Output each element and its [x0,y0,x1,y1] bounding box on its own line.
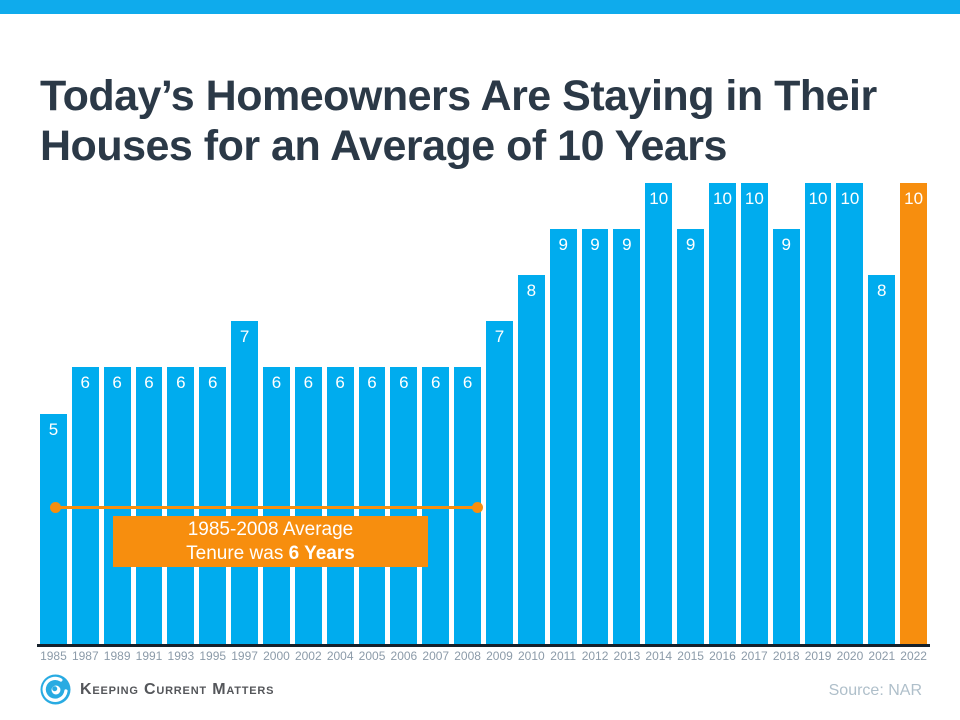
x-axis-label-2020: 2020 [836,649,864,663]
x-axis-label-1995: 1995 [199,649,227,663]
bar-2006: 6 [390,367,418,644]
x-axis-label-1987: 1987 [71,649,99,663]
bar-value-label: 9 [622,235,632,255]
top-accent-strip [0,0,960,14]
x-axis-label-2022: 2022 [900,649,927,663]
x-axis-label-2016: 2016 [709,649,736,663]
bar-value-label: 6 [80,373,91,393]
bar-2014: 10 [645,183,673,644]
bar-1991: 6 [135,367,163,644]
x-axis-label-1991: 1991 [135,649,163,663]
bar-value-label: 10 [808,189,828,208]
source-attribution: Source: NAR [828,682,922,699]
bar-value-label: 9 [781,235,791,255]
bar-value-label: 8 [526,281,537,301]
x-axis-label-2002: 2002 [294,649,322,663]
bar-2010: 8 [517,275,545,644]
x-axis-label-2015: 2015 [677,649,704,663]
x-axis-label-2000: 2000 [263,649,290,663]
page-title: Today’s Homeowners Are Staying in Their … [40,71,877,170]
bar-2005: 6 [358,367,386,644]
average-tenure-callout: 1985-2008 Average Tenure was 6 Years [113,516,428,567]
x-axis-labels: 1985 1987 1989 1991 1993 1995 1997 2000 2002 2004… [40,649,927,663]
bar-value-label: 6 [144,373,154,393]
bar-2020: 10 [836,183,864,644]
x-axis-label-2008: 2008 [454,649,481,663]
bar-2004: 6 [326,367,354,644]
x-axis-label-2007: 2007 [422,649,450,663]
bar-value-label: 7 [239,327,250,347]
callout-line2: Tenure was 6 Years [186,543,355,564]
x-axis-baseline [37,644,930,647]
bar-value-label: 10 [713,189,732,208]
bar-value-label: 9 [685,235,696,255]
bar-value-label: 6 [399,373,409,393]
bar-value-label: 6 [112,373,122,393]
bar-value-label: 9 [590,235,600,255]
bar-2007: 6 [422,367,450,644]
bars-row: 5 6 6 6 6 6 7 6 6 6 6 6 6 6 7 8 9 9 9 10 9 10 10 9 10 10 8 10 [40,183,928,644]
x-axis-label-2019: 2019 [804,649,832,663]
bar-value-label: 8 [877,281,887,301]
x-axis-label-2021: 2021 [868,649,896,663]
x-axis-label-2017: 2017 [740,649,768,663]
bar-value-label: 10 [904,189,924,208]
bar-value-label: 7 [494,327,505,347]
bar-2021: 8 [868,275,896,644]
x-axis-label-2006: 2006 [390,649,418,663]
bar-1997: 7 [231,321,259,644]
bar-2015: 9 [677,229,705,644]
bar-value-label: 6 [335,373,345,393]
x-axis-label-2010: 2010 [517,649,545,663]
x-axis-label-2005: 2005 [358,649,386,663]
bar-2018: 9 [772,229,800,644]
bar-1995: 6 [199,367,227,644]
bar-2002: 6 [294,367,322,644]
bar-value-label: 10 [744,189,764,208]
callout-line1: 1985-2008 Average [187,519,354,540]
bar-value-label: 10 [840,189,860,208]
x-axis-label-2018: 2018 [772,649,800,663]
bar-2011: 9 [549,229,577,644]
x-axis-label-2012: 2012 [581,649,609,663]
bar-1989: 6 [103,367,131,644]
bar-2009: 7 [486,321,513,644]
brand-logo: Keeping Current Matters [40,674,274,705]
x-axis-label-1997: 1997 [231,649,258,663]
x-axis-label-1993: 1993 [167,649,195,663]
average-span-connector-line [50,502,483,513]
bar-value-label: 6 [271,373,282,393]
x-axis-label-2013: 2013 [613,649,641,663]
bar-2012: 9 [581,229,609,644]
bar-value-label: 6 [207,373,218,393]
kcm-swirl-icon [40,674,71,705]
bar-value-label: 6 [176,373,186,393]
bar-2017: 10 [740,183,768,644]
bar-2000: 6 [263,367,290,644]
bar-1985: 5 [40,413,67,644]
bar-value-label: 5 [48,419,59,439]
bar-value-label: 6 [462,373,473,393]
bar-1993: 6 [167,367,195,644]
bar-1987: 6 [71,367,99,644]
bar-value-label: 6 [367,373,377,393]
x-axis-label-2011: 2011 [550,649,577,663]
x-axis-label-2004: 2004 [326,649,354,663]
bar-value-label: 9 [558,235,568,255]
x-axis-label-2009: 2009 [486,649,513,663]
x-axis-label-1985: 1985 [40,649,67,663]
bar-2022: 10 [900,183,928,644]
bar-2016: 10 [709,183,736,644]
bar-2019: 10 [804,183,832,644]
bar-2013: 9 [613,229,641,644]
bar-value-label: 6 [303,373,314,393]
brand-name: Keeping Current Matters [80,680,275,698]
x-axis-label-2014: 2014 [645,649,673,663]
bar-value-label: 10 [649,189,669,208]
x-axis-label-1989: 1989 [103,649,131,663]
bar-value-label: 6 [431,373,441,393]
